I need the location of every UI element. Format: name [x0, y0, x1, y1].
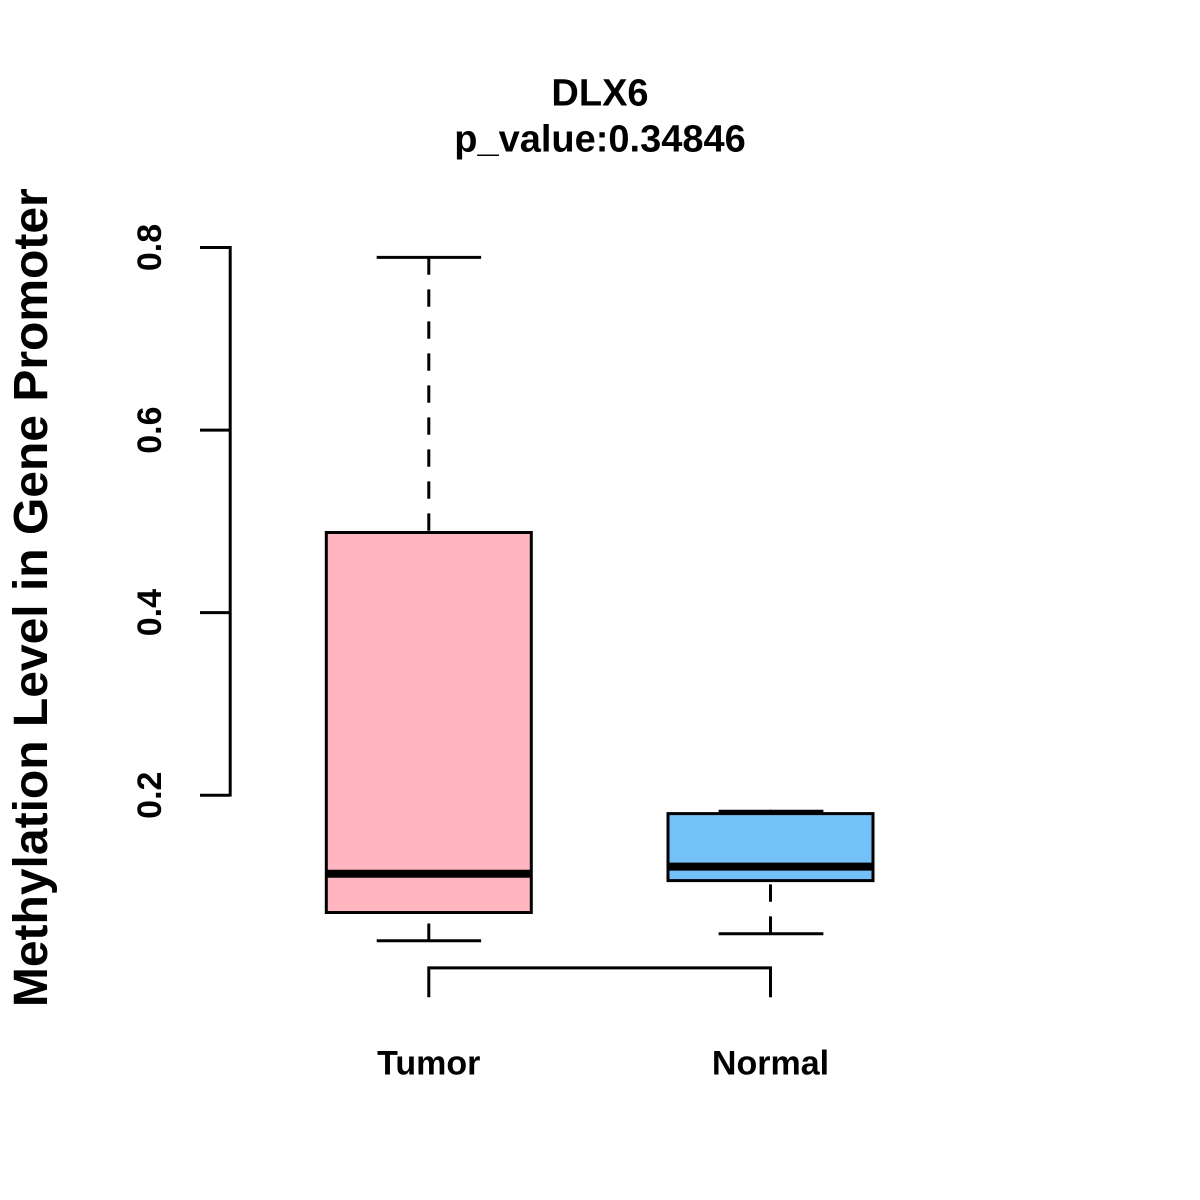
svg-text:0.2: 0.2: [131, 772, 169, 819]
svg-text:Methylation Level in Gene Prom: Methylation Level in Gene Promoter: [5, 188, 58, 1007]
svg-text:Normal: Normal: [712, 1044, 829, 1082]
svg-text:p_value:0.34846: p_value:0.34846: [454, 119, 746, 161]
svg-text:Tumor: Tumor: [377, 1044, 480, 1082]
svg-text:0.4: 0.4: [131, 589, 169, 636]
svg-text:0.8: 0.8: [131, 224, 169, 271]
svg-text:0.6: 0.6: [131, 406, 169, 453]
svg-text:DLX6: DLX6: [551, 73, 648, 115]
